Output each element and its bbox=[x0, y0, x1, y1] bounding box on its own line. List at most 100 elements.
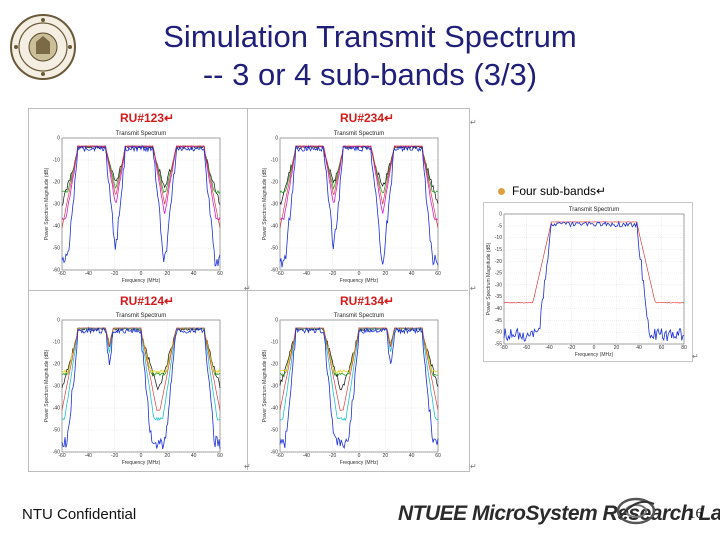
y-tick-label: -10 bbox=[271, 340, 278, 346]
return-mark: ↵ bbox=[692, 352, 699, 361]
x-tick-label: 0 bbox=[593, 345, 596, 351]
y-tick-label: -30 bbox=[53, 384, 60, 390]
x-tick-label: -80 bbox=[500, 345, 507, 351]
y-tick-label: -10 bbox=[495, 235, 502, 241]
y-tick-label: -35 bbox=[495, 294, 502, 300]
x-axis-label: Frequency (MHz) bbox=[340, 460, 379, 466]
plot-title: Transmit Spectrum bbox=[116, 131, 166, 137]
footer-confidential: NTU Confidential bbox=[22, 506, 137, 523]
y-tick-label: -55 bbox=[495, 342, 502, 348]
x-tick-label: 20 bbox=[614, 345, 620, 351]
spectrum-plot-ru124: Transmit Spectrum 0 -10 -20 -30 -40 -50 -60 -60 -… bbox=[44, 310, 224, 466]
x-tick-label: -60 bbox=[276, 453, 283, 459]
return-mark: ↵ bbox=[470, 284, 477, 293]
spectrum-plot-ru234: Transmit Spectrum 0 -10 -20 -30 -40 -50 -60 -60 -… bbox=[262, 128, 442, 284]
x-tick-label: 60 bbox=[435, 453, 441, 459]
spectrum-trace-red bbox=[279, 327, 439, 411]
x-tick-label: 40 bbox=[191, 271, 197, 277]
y-tick-label: -50 bbox=[495, 330, 502, 336]
x-tick-label: 0 bbox=[140, 453, 143, 459]
x-tick-label: 0 bbox=[140, 271, 143, 277]
x-tick-label: -60 bbox=[276, 271, 283, 277]
x-tick-label: 40 bbox=[409, 271, 415, 277]
slide-title-line1: Simulation Transmit Spectrum bbox=[163, 19, 577, 54]
lab-swirl-logo bbox=[616, 497, 656, 525]
y-tick-label: -40 bbox=[271, 224, 278, 230]
y-axis-label: Power Spectrum Magnitude (dB) bbox=[44, 167, 50, 240]
spectrum-trace-blue bbox=[279, 144, 439, 268]
spectrum-trace-red bbox=[279, 145, 439, 229]
x-tick-label: 0 bbox=[358, 453, 361, 459]
spectrum-trace-red bbox=[61, 145, 221, 228]
plot-title: Transmit Spectrum bbox=[334, 131, 384, 137]
x-tick-label: -40 bbox=[85, 271, 92, 277]
spectrum-trace-blue bbox=[61, 326, 221, 450]
x-tick-label: 20 bbox=[165, 271, 171, 277]
y-tick-label: -30 bbox=[271, 202, 278, 208]
y-tick-label: -30 bbox=[53, 202, 60, 208]
spectrum-trace-blue bbox=[503, 220, 684, 342]
x-tick-label: 40 bbox=[191, 453, 197, 459]
y-tick-label: -40 bbox=[495, 306, 502, 312]
y-tick-label: -20 bbox=[53, 180, 60, 186]
panel-label-ru234: RU#234↵ bbox=[340, 111, 395, 125]
return-mark: ↵ bbox=[244, 462, 251, 471]
y-tick-label: -20 bbox=[271, 180, 278, 186]
y-tick-label: 0 bbox=[499, 212, 502, 218]
plot-title: Transmit Spectrum bbox=[116, 313, 166, 319]
x-tick-label: 40 bbox=[409, 453, 415, 459]
x-tick-label: -20 bbox=[568, 345, 575, 351]
x-tick-label: -20 bbox=[329, 271, 336, 277]
x-axis-label: Frequency (MHz) bbox=[575, 352, 614, 358]
panel-label-ru123: RU#123↵ bbox=[120, 111, 175, 125]
x-tick-label: 60 bbox=[217, 271, 223, 277]
x-axis-label: Frequency (MHz) bbox=[340, 278, 379, 284]
spectrum-plot-ru134: Transmit Spectrum 0 -10 -20 -30 -40 -50 -60 -60 -… bbox=[262, 310, 442, 466]
plot-grid-horizontal-divider bbox=[28, 290, 468, 291]
y-axis-label: Power Spectrum Magnitude (dB) bbox=[262, 167, 268, 240]
x-tick-label: 20 bbox=[383, 453, 389, 459]
slide-title-line2: -- 3 or 4 sub-bands (3/3) bbox=[202, 57, 538, 92]
y-tick-label: -15 bbox=[495, 247, 502, 253]
x-tick-label: 0 bbox=[358, 271, 361, 277]
y-tick-label: -60 bbox=[271, 268, 278, 274]
spectrum-plot-four-subbands: Transmit Spectrum 0 -5 -10 -15 -20 -25 -30 -35 -4… bbox=[486, 204, 688, 358]
y-tick-label: -10 bbox=[271, 158, 278, 164]
y-tick-label: -50 bbox=[271, 428, 278, 434]
y-tick-label: -60 bbox=[53, 450, 60, 456]
x-tick-label: -40 bbox=[303, 453, 310, 459]
y-tick-label: -30 bbox=[495, 282, 502, 288]
x-tick-label: 80 bbox=[681, 345, 687, 351]
spectrum-trace-blue bbox=[279, 326, 439, 449]
y-tick-label: -45 bbox=[495, 318, 502, 324]
y-tick-label: -10 bbox=[53, 158, 60, 164]
y-tick-label: -40 bbox=[271, 406, 278, 412]
x-tick-label: -40 bbox=[85, 453, 92, 459]
y-tick-label: -20 bbox=[495, 259, 502, 265]
return-mark: ↵ bbox=[470, 118, 477, 127]
x-axis-label: Frequency (MHz) bbox=[122, 460, 161, 466]
panel-label-ru124: RU#124↵ bbox=[120, 294, 175, 308]
x-tick-label: -20 bbox=[111, 271, 118, 277]
x-axis-label: Frequency (MHz) bbox=[122, 278, 161, 284]
plot-grid-vertical-divider bbox=[247, 108, 248, 470]
y-tick-label: -30 bbox=[271, 384, 278, 390]
y-tick-label: -5 bbox=[498, 223, 503, 229]
x-tick-label: 40 bbox=[636, 345, 642, 351]
return-mark: ↵ bbox=[470, 462, 477, 471]
four-subbands-label: Four sub-bands↵ bbox=[512, 184, 607, 198]
x-tick-label: 60 bbox=[659, 345, 665, 351]
spectrum-trace-blue bbox=[61, 144, 221, 267]
plot-title: Transmit Spectrum bbox=[334, 313, 384, 319]
page-number: 16 bbox=[688, 506, 703, 522]
x-tick-label: 20 bbox=[383, 271, 389, 277]
bullet-dot bbox=[498, 188, 505, 195]
y-tick-label: -20 bbox=[53, 362, 60, 368]
y-tick-label: -25 bbox=[495, 271, 502, 277]
x-tick-label: -20 bbox=[111, 453, 118, 459]
y-tick-label: -20 bbox=[271, 362, 278, 368]
plot-title: Transmit Spectrum bbox=[569, 207, 619, 213]
university-seal-logo bbox=[10, 14, 76, 80]
y-tick-label: 0 bbox=[57, 318, 60, 324]
y-tick-label: 0 bbox=[57, 136, 60, 142]
